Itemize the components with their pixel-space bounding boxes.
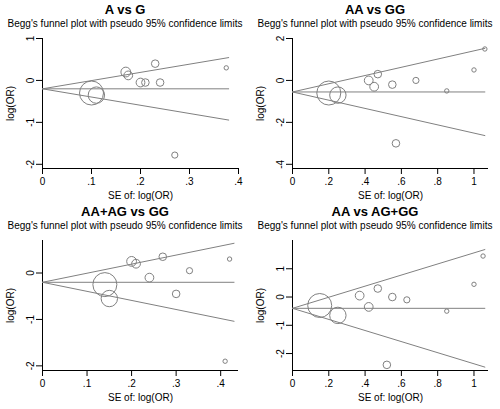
svg-text:log(OR): log(OR) (5, 288, 16, 323)
svg-text:1: 1 (471, 378, 477, 389)
svg-text:.6: .6 (397, 176, 406, 187)
html-text:Begg's funnel plot with pseudo: Begg's funnel plot with pseudo 95% confi… (257, 18, 493, 29)
svg-text:.4: .4 (234, 176, 243, 187)
svg-text:.4: .4 (361, 176, 370, 187)
svg-text:0: 0 (290, 378, 296, 389)
svg-text:-1: -1 (275, 320, 286, 329)
svg-text:.4: .4 (217, 378, 226, 389)
svg-text:log(OR): log(OR) (255, 86, 266, 121)
svg-text:log(OR): log(OR) (5, 86, 16, 121)
svg-text:.3: .3 (185, 176, 194, 187)
svg-text:.2: .2 (136, 176, 145, 187)
svg-text:.4: .4 (361, 378, 370, 389)
svg-text:log(OR): log(OR) (255, 288, 266, 323)
svg-text:.8: .8 (434, 176, 443, 187)
html-text:Begg's funnel plot with pseudo: Begg's funnel plot with pseudo 95% confi… (7, 220, 243, 231)
svg-text:0: 0 (25, 77, 36, 83)
html-text:A vs G: A vs G (104, 2, 146, 17)
svg-text:SE of: log(OR): SE of: log(OR) (108, 190, 173, 201)
svg-text:.6: .6 (397, 378, 406, 389)
svg-text:-2: -2 (25, 361, 36, 370)
svg-text:-1: -1 (25, 315, 36, 324)
svg-text:-4: -4 (275, 159, 286, 168)
html-text:AA vs GG: AA vs GG (344, 2, 406, 17)
svg-text:.3: .3 (172, 378, 181, 389)
html-text:Begg's funnel plot with pseudo: Begg's funnel plot with pseudo 95% confi… (7, 18, 243, 29)
svg-text:SE of: log(OR): SE of: log(OR) (358, 190, 423, 201)
svg-text:.2: .2 (325, 378, 334, 389)
svg-text:1: 1 (275, 266, 286, 272)
svg-text:0: 0 (290, 176, 296, 187)
svg-text:0: 0 (275, 77, 286, 83)
svg-text:0: 0 (275, 294, 286, 300)
svg-text:1: 1 (25, 35, 36, 41)
svg-text:SE of: log(OR): SE of: log(OR) (108, 392, 173, 403)
svg-text:-1: -1 (25, 117, 36, 126)
svg-text:1: 1 (471, 176, 477, 187)
svg-text:.1: .1 (87, 176, 96, 187)
svg-text:.8: .8 (434, 378, 443, 389)
svg-text:.2: .2 (127, 378, 136, 389)
html-text:Begg's funnel plot with pseudo: Begg's funnel plot with pseudo 95% confi… (257, 220, 493, 231)
svg-text:-2: -2 (275, 349, 286, 358)
svg-text:0: 0 (40, 176, 46, 187)
svg-text:.1: .1 (83, 378, 92, 389)
svg-text:SE of: log(OR): SE of: log(OR) (358, 392, 423, 403)
svg-text:.2: .2 (325, 176, 334, 187)
svg-text:-2: -2 (25, 159, 36, 168)
svg-text:0: 0 (25, 270, 36, 276)
html-text:AA+AG vs GG: AA+AG vs GG (81, 204, 169, 219)
svg-text:-2: -2 (275, 117, 286, 126)
svg-text:2: 2 (275, 35, 286, 41)
svg-text:0: 0 (40, 378, 46, 389)
html-text:AA vs AG+GG: AA vs AG+GG (331, 204, 419, 219)
